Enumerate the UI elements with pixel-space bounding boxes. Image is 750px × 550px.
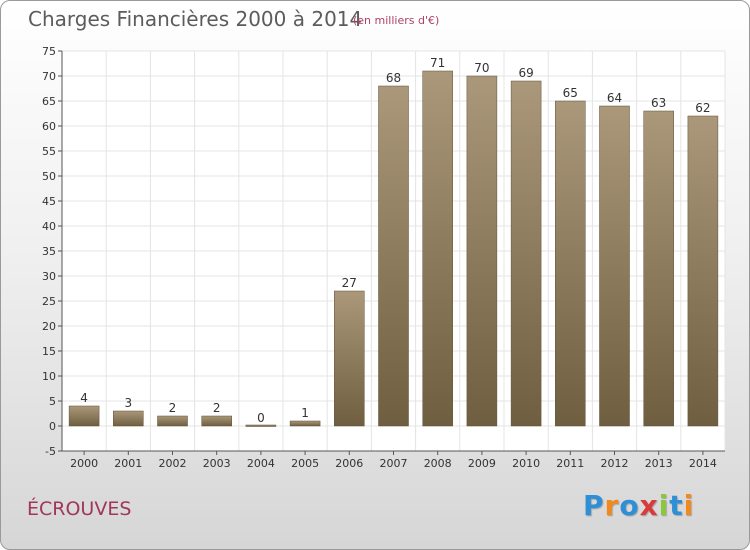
- y-tick-label: 55: [42, 145, 56, 158]
- x-tick-label: 2007: [380, 457, 408, 470]
- data-label-2001: 3: [124, 396, 132, 410]
- bar-2003: [201, 415, 232, 427]
- x-tick-label: 2004: [247, 457, 275, 470]
- bar-2011: [555, 100, 586, 427]
- y-tick-label: 75: [42, 45, 56, 58]
- x-tick-label: 2013: [645, 457, 673, 470]
- y-tick-label: 50: [42, 170, 56, 183]
- x-tick-label: 2008: [424, 457, 452, 470]
- y-tick-label: 25: [42, 295, 56, 308]
- bar-2005: [289, 420, 321, 427]
- bar-2014: [687, 115, 719, 427]
- y-tick-label: 5: [49, 395, 56, 408]
- y-tick-label: 60: [42, 120, 56, 133]
- data-label-2012: 64: [607, 91, 622, 105]
- x-tick-label: 2002: [159, 457, 187, 470]
- y-tick-label: 0: [49, 420, 56, 433]
- data-label-2006: 27: [342, 276, 357, 290]
- x-tick-label: 2009: [468, 457, 496, 470]
- y-tick-label: 40: [42, 220, 56, 233]
- bar-2013: [643, 110, 674, 427]
- data-label-2005: 1: [301, 406, 309, 420]
- bar-2000: [68, 405, 100, 427]
- data-label-2009: 70: [474, 61, 489, 75]
- y-tick-label: 70: [42, 70, 56, 83]
- y-tick-label: 45: [42, 195, 56, 208]
- bar-2008: [422, 70, 453, 427]
- data-label-2000: 4: [80, 391, 88, 405]
- bar-2007: [378, 85, 409, 427]
- y-tick-label: 15: [42, 345, 56, 358]
- x-tick-label: 2001: [114, 457, 142, 470]
- y-tick-label: 35: [42, 245, 56, 258]
- y-tick-label: -5: [45, 445, 56, 458]
- data-label-2014: 62: [695, 101, 710, 115]
- x-tick-label: 2003: [203, 457, 231, 470]
- chart-title: Charges Financières 2000 à 2014: [28, 7, 363, 31]
- data-label-2007: 68: [386, 71, 401, 85]
- y-tick-label: 10: [42, 370, 56, 383]
- data-label-2002: 2: [169, 401, 177, 415]
- y-tick-label: 30: [42, 270, 56, 283]
- data-label-2013: 63: [651, 96, 666, 110]
- place-name: ÉCROUVES: [27, 498, 132, 520]
- x-tick-label: 2006: [335, 457, 363, 470]
- x-tick-label: 2011: [556, 457, 584, 470]
- data-label-2003: 2: [213, 401, 221, 415]
- data-label-2011: 65: [563, 86, 578, 100]
- y-tick-label: 65: [42, 95, 56, 108]
- bar-2004: [245, 424, 277, 427]
- x-tick-label: 2014: [689, 457, 717, 470]
- x-tick-label: 2010: [512, 457, 540, 470]
- bar-2002: [157, 415, 188, 427]
- data-label-2010: 69: [518, 66, 533, 80]
- x-tick-label: 2000: [70, 457, 98, 470]
- bar-2006: [334, 290, 365, 427]
- x-tick-label: 2005: [291, 457, 319, 470]
- y-tick-label: 20: [42, 320, 56, 333]
- bar-2001: [113, 410, 144, 427]
- data-label-2004: 0: [257, 411, 265, 425]
- bar-2012: [599, 105, 630, 427]
- data-label-2008: 71: [430, 56, 445, 70]
- proxiti-logo: Proxiti: [583, 489, 695, 522]
- chart-subtitle: (en milliers d'€): [353, 14, 440, 27]
- x-tick-label: 2012: [601, 457, 629, 470]
- bar-2010: [510, 80, 542, 427]
- bar-2009: [466, 75, 498, 427]
